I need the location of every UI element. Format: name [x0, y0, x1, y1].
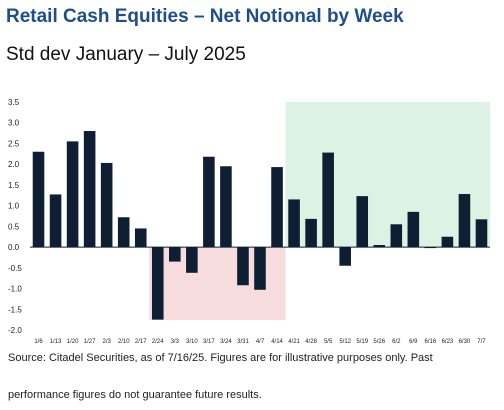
x-tick-label: 5/19 [356, 339, 368, 345]
shaded-regions [149, 102, 490, 320]
x-tick-label: 6/16 [425, 339, 437, 345]
bar-3-3 [169, 247, 181, 262]
x-tick-label: 6/23 [442, 339, 454, 345]
chart-title: Retail Cash Equities – Net Notional by W… [6, 6, 404, 27]
y-tick-label: 3.0 [8, 119, 20, 128]
x-tick-label: 2/3 [102, 339, 111, 345]
x-tick-label: 1/20 [67, 339, 79, 345]
source-note-line-1: Source: Citadel Securities, as of 7/16/2… [8, 352, 433, 364]
x-tick-label: 6/9 [409, 339, 418, 345]
source-note-line-2: performance figures do not guarantee fut… [8, 389, 262, 401]
x-tick-label: 3/31 [237, 339, 249, 345]
bar-4-21 [288, 199, 300, 248]
x-tick-label: 2/10 [118, 339, 130, 345]
x-tick-label: 3/3 [171, 339, 180, 345]
x-tick-label: 7/7 [477, 339, 486, 345]
y-tick-label: -0.5 [8, 264, 22, 273]
x-axis-ticks: 1/6 1/13 1/20 1/27 2/3 2/10 2/17 2/24 3/3 3/10 3/1… [34, 339, 486, 345]
bar-5-12 [339, 247, 351, 266]
x-tick-label: 2/24 [152, 339, 164, 345]
bar-3-24 [220, 166, 232, 248]
bar-5-26 [373, 245, 386, 248]
bar-6-30 [458, 194, 471, 248]
x-tick-label: 5/12 [339, 339, 351, 345]
bar-3-17 [203, 156, 215, 248]
x-tick-label: 2/17 [135, 339, 147, 345]
y-tick-label: 2.5 [8, 139, 20, 148]
y-tick-label: 1.5 [8, 181, 20, 190]
bar-6-23 [441, 236, 454, 248]
y-tick-label: 0.5 [8, 222, 20, 231]
y-axis-ticks: 3.5 3.0 2.5 2.0 1.5 1.0 0.5 0.0 -0.5 -1.0 -1.5 -2.0 [8, 98, 22, 335]
bar-1-6 [32, 151, 45, 248]
bar-4-28 [305, 218, 317, 248]
x-tick-label: 1/13 [50, 339, 62, 345]
bar-2-24 [151, 247, 164, 320]
x-tick-label: 1/6 [34, 339, 43, 345]
bar-2-10 [117, 217, 130, 248]
y-tick-label: 3.5 [8, 98, 20, 107]
x-tick-label: 4/21 [288, 339, 300, 345]
bar-1-13 [49, 194, 62, 248]
bar-4-14 [271, 167, 283, 248]
y-tick-label: 1.0 [8, 202, 20, 211]
bar-6-2 [390, 224, 403, 248]
bar-3-10 [186, 247, 198, 273]
x-tick-label: 4/14 [271, 339, 283, 345]
bar-5-19 [356, 196, 369, 248]
x-tick-label: 3/17 [203, 339, 215, 345]
bar-7-7 [475, 219, 488, 248]
y-tick-label: -1.0 [8, 285, 22, 294]
bar-4-7 [254, 247, 266, 290]
bar-3-31 [237, 247, 249, 286]
bar-2-17 [134, 228, 147, 248]
x-tick-label: 5/26 [373, 339, 385, 345]
bar-6-9 [407, 211, 420, 248]
bar-2-3 [100, 162, 113, 248]
y-tick-label: -1.5 [8, 305, 22, 314]
bar-1-27 [83, 131, 96, 248]
x-tick-label: 6/30 [459, 339, 471, 345]
chart-subtitle: Std dev January – July 2025 [6, 44, 246, 65]
shaded-region-positive [285, 102, 490, 248]
x-tick-label: 6/2 [392, 339, 401, 345]
bar-5-5 [322, 152, 334, 248]
y-tick-label: 2.0 [8, 160, 20, 169]
x-tick-label: 3/10 [186, 339, 198, 345]
x-tick-label: 4/28 [305, 339, 317, 345]
x-tick-label: 1/27 [84, 339, 96, 345]
net-notional-bar-chart: 3.5 3.0 2.5 2.0 1.5 1.0 0.5 0.0 -0.5 -1.0 -1.5 -2.0… [8, 98, 490, 345]
x-tick-label: 3/24 [220, 339, 232, 345]
bar-1-20 [66, 141, 79, 248]
y-tick-label: 0.0 [8, 243, 20, 252]
x-tick-label: 5/5 [324, 339, 333, 345]
x-tick-label: 4/7 [256, 339, 265, 345]
y-tick-label: -2.0 [8, 326, 22, 335]
bars [32, 131, 488, 320]
